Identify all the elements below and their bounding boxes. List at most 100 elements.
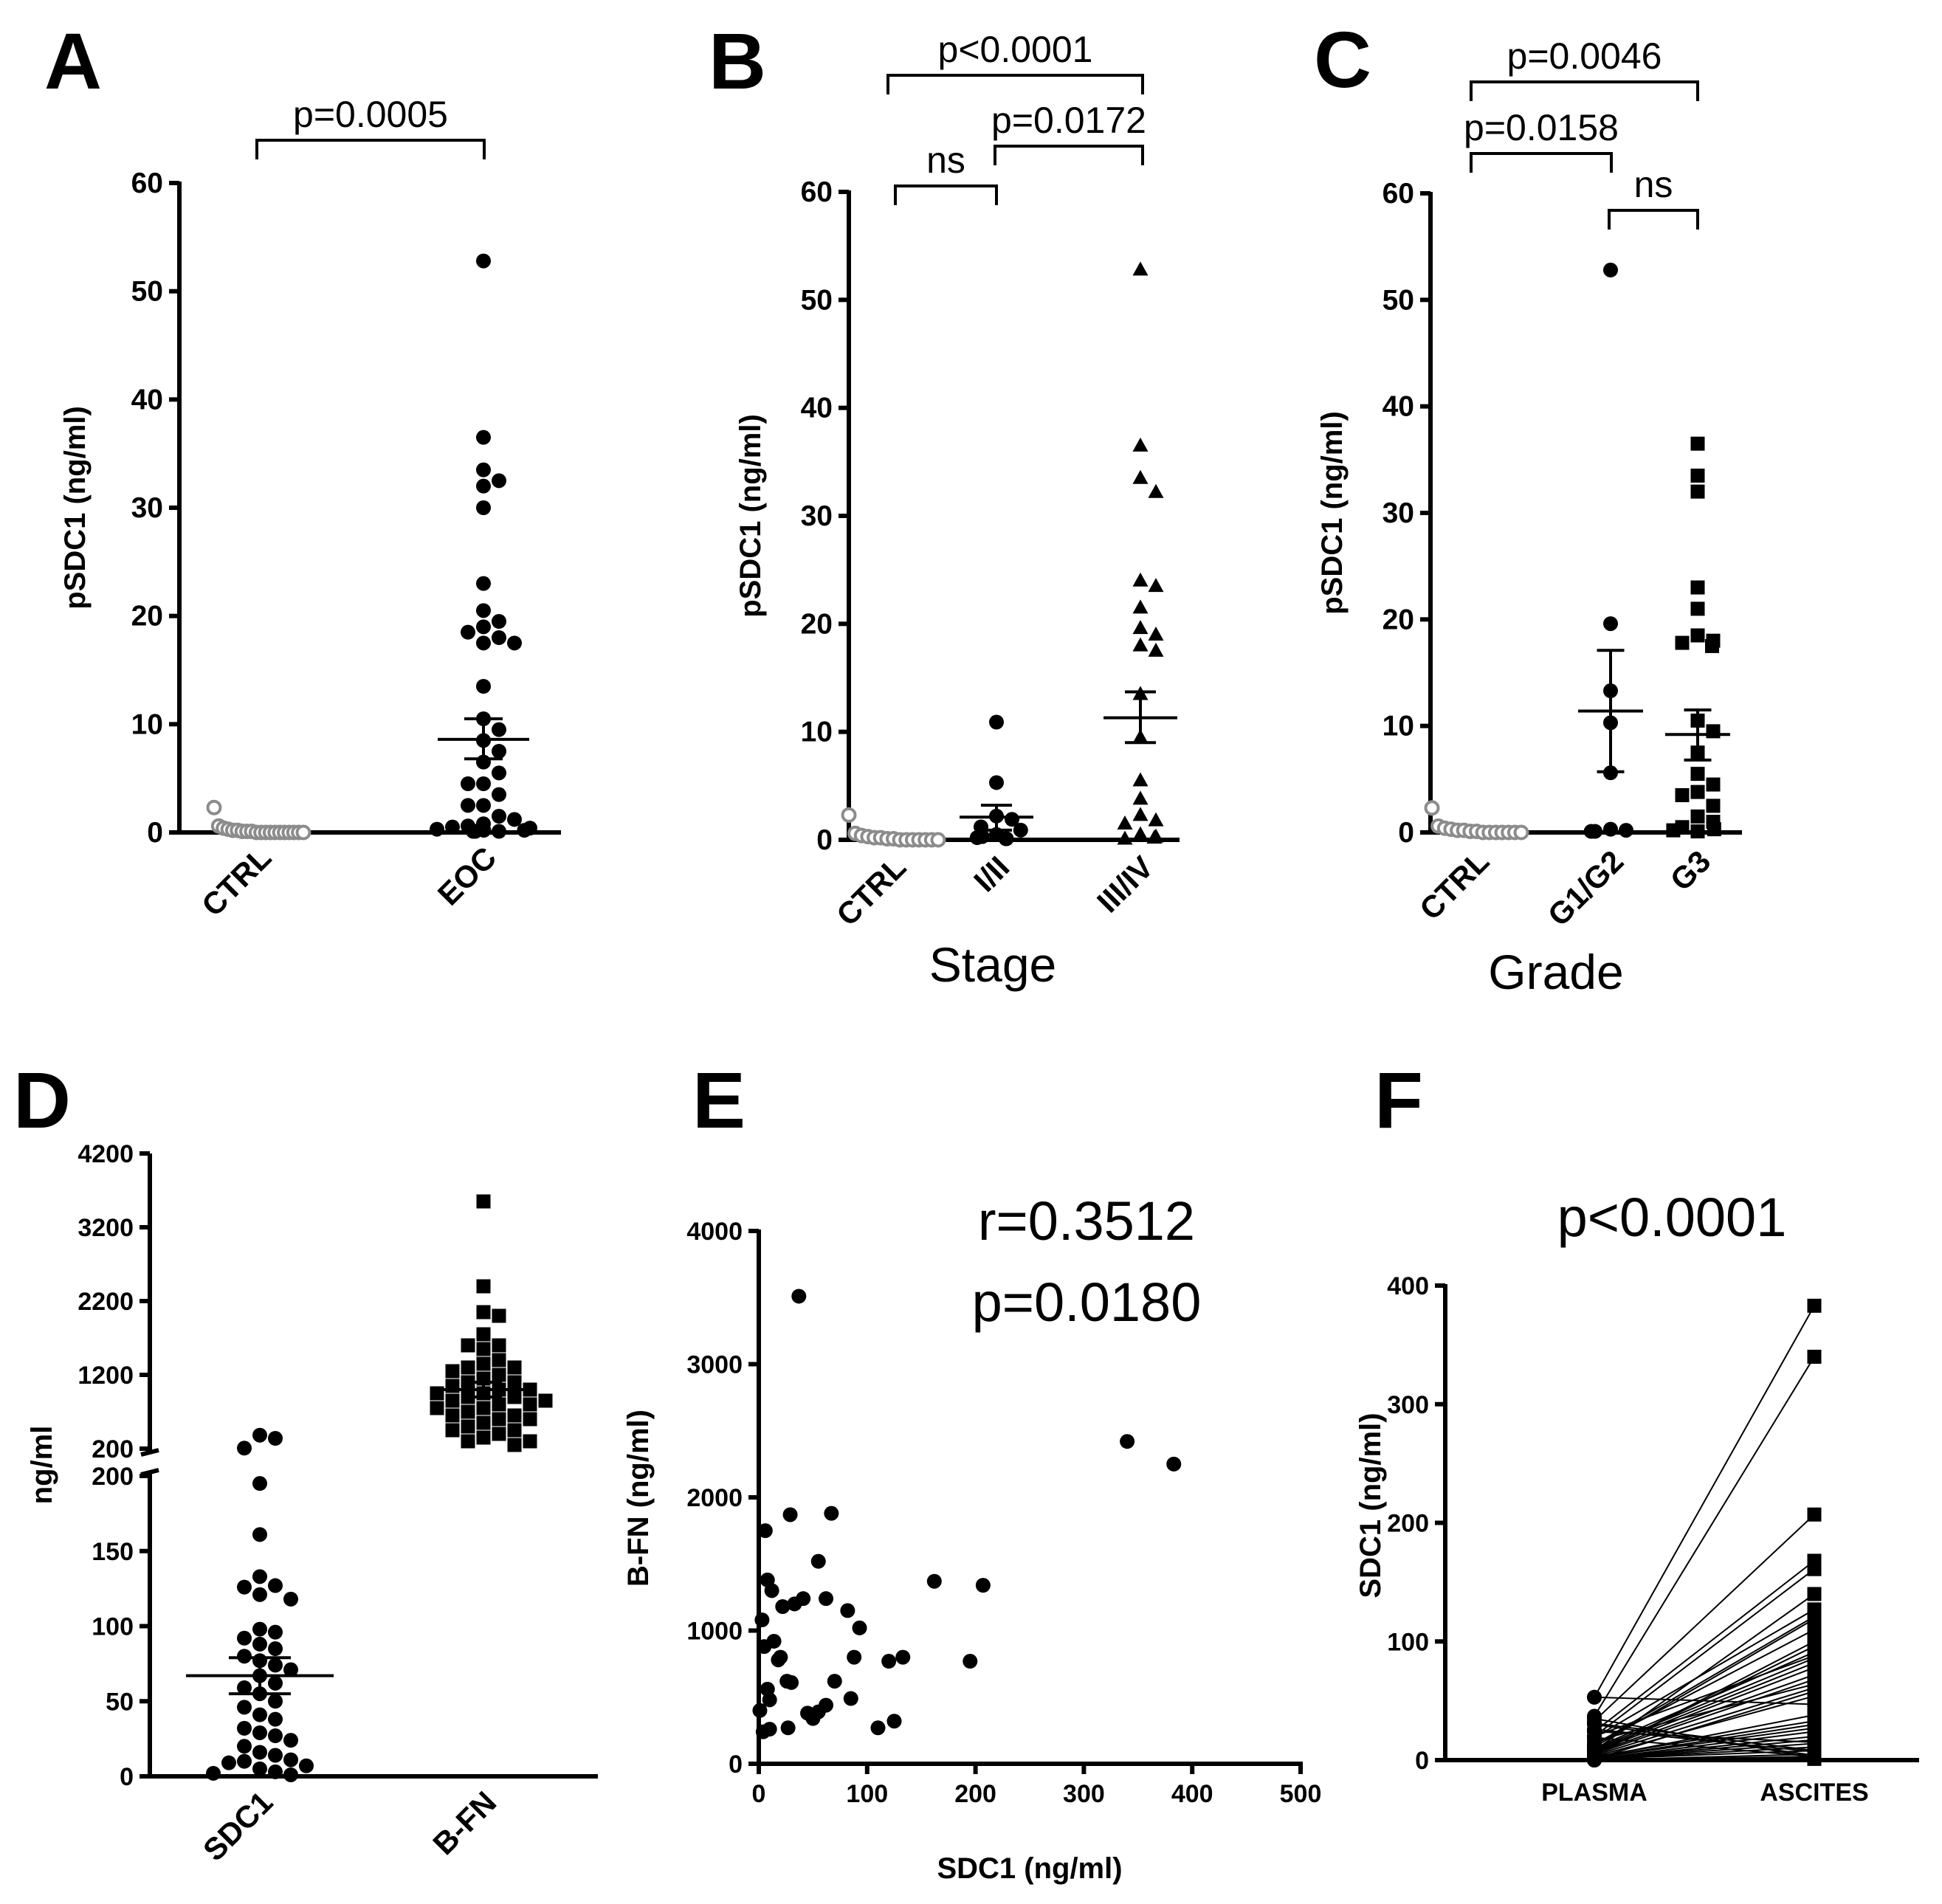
panel-D-point: [508, 1390, 522, 1404]
panel-D-point: [268, 1765, 283, 1779]
panel-E-point: [765, 1583, 779, 1598]
panel-D-point: [508, 1361, 522, 1375]
panel-F-plasma-point: [1587, 1690, 1602, 1705]
panel-B-point: [1133, 261, 1149, 275]
panel-D-point: [268, 1431, 283, 1446]
panel-F-plasma-point: [1587, 1753, 1602, 1767]
panel-A-point: [476, 603, 491, 618]
panel-B-point: [1149, 813, 1164, 827]
panel-C-ytick-label: 40: [1383, 391, 1414, 423]
panel-D-point: [283, 1767, 298, 1782]
panel-D-point: [268, 1728, 283, 1743]
panel-C-point: [1584, 824, 1599, 839]
panel-A-point: [476, 798, 491, 813]
panel-A-point: [476, 576, 491, 591]
panel-B-category-label: I/II: [967, 849, 1016, 898]
panel-A-ylabel: pSDC1 (ng/ml): [59, 406, 92, 610]
panel-C-category-label: G1/G2: [1541, 844, 1631, 933]
panel-D-point: [508, 1376, 522, 1390]
panel-C-point: [1707, 778, 1721, 792]
panel-A-point: [476, 463, 491, 477]
panel-letter-f: F: [1374, 1055, 1423, 1145]
panel-F-pair-line: [1594, 1610, 1814, 1738]
panel-D-ylabel: ng/ml: [26, 1426, 58, 1505]
panel-B-point: [1133, 470, 1149, 484]
panel-D-point: [283, 1733, 298, 1748]
panel-D-point: [508, 1438, 522, 1452]
panel-D-point: [252, 1725, 267, 1740]
panel-C-ylabel: pSDC1 (ng/ml): [1316, 411, 1349, 615]
panel-D-ytick-label: 3200: [78, 1214, 134, 1242]
panel-F-category-label: PLASMA: [1541, 1779, 1647, 1807]
panel-C-point: [1691, 485, 1705, 499]
panel-F-plasma-point: [1587, 1730, 1602, 1745]
panel-B-point: [1133, 620, 1149, 634]
panel-D-point: [237, 1441, 252, 1455]
panel-A-point: [476, 500, 491, 515]
panel-D-point: [268, 1641, 283, 1656]
panel-D-point: [283, 1592, 298, 1607]
panel-D-point: [477, 1431, 491, 1445]
panel-letter-a: A: [44, 16, 102, 106]
panel-E-point: [796, 1591, 810, 1606]
panel-E-ylabel: B-FN (ng/ml): [622, 1410, 655, 1587]
panel-D-point: [252, 1476, 267, 1491]
panel-E-point: [781, 1720, 796, 1735]
panel-E-point: [800, 1705, 815, 1720]
panel-A-point: [492, 765, 506, 780]
panel-C-ytick-label: 30: [1383, 497, 1414, 529]
panel-D-point: [446, 1394, 460, 1408]
panel-B-point: [1133, 807, 1149, 821]
panel-F-plasma-point: [1587, 1716, 1602, 1731]
panel-D-point: [237, 1580, 252, 1595]
panel-D-ytick-label: 200: [92, 1463, 134, 1491]
panel-F-ascites-point: [1808, 1649, 1822, 1663]
panel-B-point: [932, 834, 945, 846]
panel-A-point: [461, 798, 475, 813]
panel-F-ascites-point: [1808, 1350, 1822, 1364]
panel-E-ytick-label: 3000: [686, 1351, 743, 1379]
panel-D-point: [221, 1756, 236, 1770]
panel-B-ytick-label: 40: [801, 393, 833, 424]
panel-C-point: [1426, 801, 1439, 814]
panel-C-comparison-label: ns: [1634, 164, 1673, 205]
panel-F-ascites-point: [1808, 1750, 1822, 1764]
panel-D-ytick-label: 200: [92, 1435, 134, 1463]
panel-C-point: [1707, 798, 1721, 813]
panel-D-point: [523, 1398, 537, 1412]
panel-A-category-label: EOC: [431, 840, 503, 912]
panel-A-comparison-bracket: [257, 140, 484, 159]
panel-D-ytick-label: 0: [120, 1763, 134, 1791]
panel-B-point: [1013, 823, 1028, 838]
panel-C-point: [1691, 628, 1705, 642]
panel-E-point: [767, 1634, 782, 1649]
panel-D-category-label: SDC1: [196, 1784, 279, 1867]
panel-D-point: [477, 1280, 491, 1294]
panel-E-point: [752, 1703, 767, 1718]
panel-C-point: [1603, 616, 1618, 631]
panel-A-point: [461, 625, 475, 640]
panel-D-point: [252, 1708, 267, 1722]
panel-E-p-value: p=0.0180: [972, 1272, 1202, 1333]
panel-B-point: [843, 809, 855, 821]
panel-B-xlabel: Stage: [929, 937, 1056, 992]
panel-E-point: [819, 1591, 833, 1606]
panel-C-point: [1705, 639, 1719, 653]
panel-C-axes: [1430, 192, 1742, 832]
panel-D-point: [299, 1759, 314, 1773]
panel-D-point: [461, 1420, 475, 1434]
panel-E-point: [811, 1554, 826, 1569]
panel-F-ylabel: SDC1 (ng/ml): [1354, 1413, 1387, 1598]
panel-F-ascites-point: [1808, 1299, 1822, 1313]
panel-B-ytick-label: 20: [801, 608, 833, 640]
panel-B-ytick-label: 10: [801, 717, 833, 748]
panel-D-point: [252, 1762, 267, 1776]
panel-D-point: [446, 1409, 460, 1423]
panel-D-point: [477, 1401, 491, 1415]
panel-D-point: [268, 1658, 283, 1672]
panel-C-point: [1676, 788, 1690, 802]
panel-F-ascites-point: [1808, 1562, 1822, 1576]
panel-F-ytick-label: 100: [1387, 1628, 1429, 1656]
panel-A-point: [492, 824, 506, 839]
panel-D-point: [492, 1309, 506, 1323]
